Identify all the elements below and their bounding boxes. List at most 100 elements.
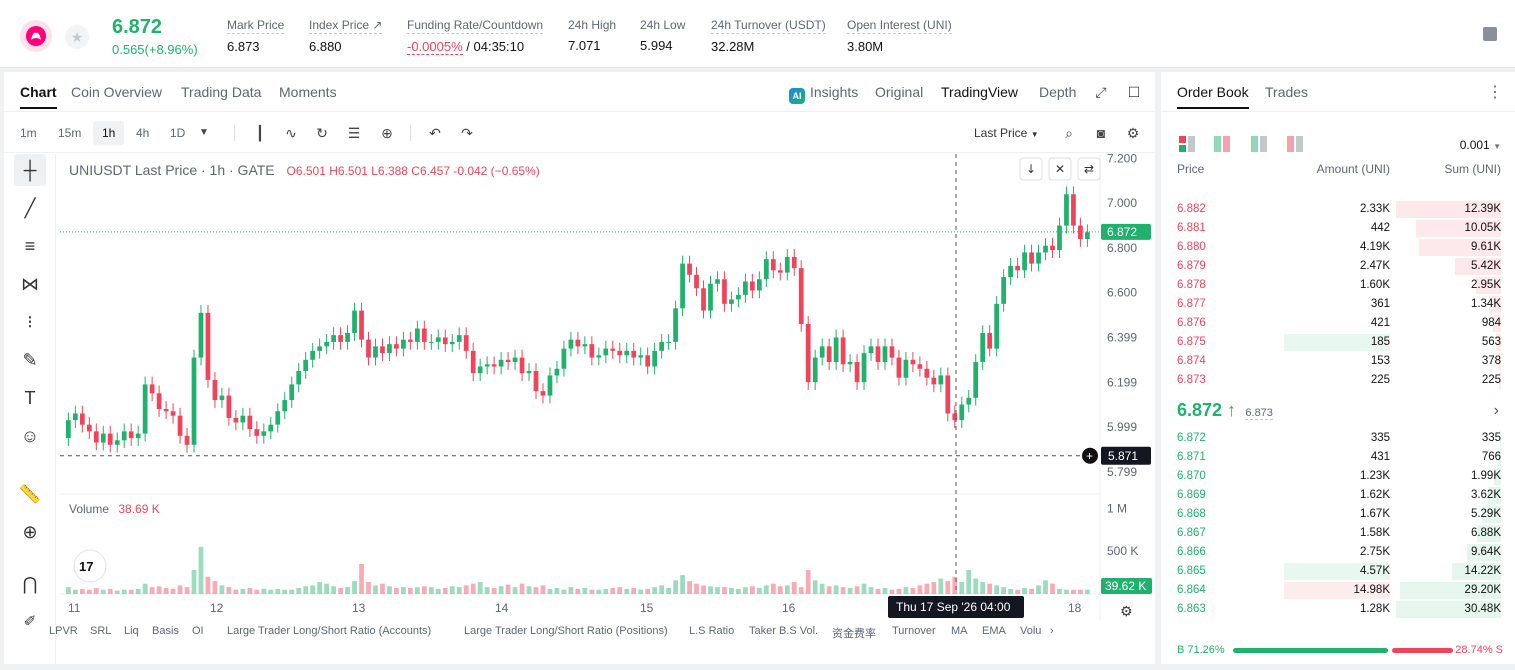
bid-row[interactable]: 6.863 1.28K 30.48K bbox=[1161, 600, 1515, 619]
indicator-lt-accounts[interactable]: Large Trader Long/Short Ratio (Accounts) bbox=[227, 625, 432, 637]
tab-trades[interactable]: Trades bbox=[1265, 84, 1309, 100]
brush-icon[interactable]: ✎ bbox=[22, 350, 38, 370]
ask-row[interactable]: 6.875 185 563 bbox=[1161, 333, 1515, 352]
bid-row[interactable]: 6.867 1.58K 6.88K bbox=[1161, 524, 1515, 543]
chevron-down-icon[interactable]: ▼ bbox=[199, 127, 209, 138]
book-icon[interactable] bbox=[1483, 27, 1497, 41]
indicator-lpvr[interactable]: LPVR bbox=[49, 625, 78, 637]
layout-split-icon[interactable] bbox=[1214, 136, 1230, 155]
crosshair-icon[interactable]: ┼ bbox=[14, 154, 46, 186]
indicator-turnover[interactable]: Turnover bbox=[892, 625, 936, 637]
layout-both-icon[interactable] bbox=[1179, 136, 1195, 155]
add-alert-icon[interactable]: ⊕ bbox=[381, 125, 393, 141]
indicator-funding[interactable]: 资金费率 bbox=[832, 628, 876, 640]
indicator-taker-bs[interactable]: Taker B.S Vol. bbox=[749, 625, 819, 637]
precision-select[interactable]: 0.001 ▼ bbox=[1460, 138, 1501, 152]
candle bbox=[868, 346, 874, 354]
pattern-icon[interactable]: ⋈ bbox=[21, 274, 39, 294]
magnet-icon[interactable]: ⋂ bbox=[22, 574, 38, 594]
ruler-icon[interactable]: 📏 bbox=[18, 484, 42, 504]
bid-row[interactable]: 6.871 431 766 bbox=[1161, 448, 1515, 467]
volume-bar bbox=[875, 588, 881, 594]
indicator-volume[interactable]: Volu bbox=[1020, 625, 1042, 637]
gear-icon[interactable]: ⚙ bbox=[1126, 125, 1140, 141]
bid-row[interactable]: 6.869 1.62K 3.62K bbox=[1161, 486, 1515, 505]
timeframe-1d[interactable]: 1D bbox=[170, 126, 186, 140]
tab-coin-overview[interactable]: Coin Overview bbox=[71, 84, 163, 100]
bid-row[interactable]: 6.868 1.67K 5.29K bbox=[1161, 505, 1515, 524]
chevron-right-icon[interactable]: › bbox=[1050, 625, 1054, 637]
chevron-right-icon[interactable]: › bbox=[1493, 402, 1499, 419]
fib-icon[interactable]: ⁝ bbox=[27, 312, 33, 332]
emoji-icon[interactable]: ☺ bbox=[20, 426, 40, 446]
ask-row[interactable]: 6.878 1.60K 2.95K bbox=[1161, 276, 1515, 295]
price-type-select[interactable]: Last Price ▼ bbox=[974, 126, 1039, 140]
layout-bids-icon[interactable] bbox=[1251, 136, 1267, 155]
tab-chart[interactable]: Chart bbox=[20, 84, 57, 109]
stat-label[interactable]: Open Interest (UNI) bbox=[847, 18, 952, 34]
price-type-label: Last Price bbox=[974, 126, 1028, 140]
indicator-ma[interactable]: MA bbox=[951, 625, 968, 637]
indicators-icon[interactable]: ∿ bbox=[285, 125, 297, 141]
bid-row[interactable]: 6.870 1.23K 1.99K bbox=[1161, 467, 1515, 486]
collapse-icon[interactable] bbox=[1048, 157, 1072, 181]
crosshair-plus-icon[interactable] bbox=[1082, 447, 1098, 464]
indicator-oi[interactable]: OI bbox=[192, 625, 204, 637]
timeframe-1h[interactable]: 1h bbox=[93, 121, 125, 145]
trend-line-icon[interactable]: ╱ bbox=[24, 198, 36, 218]
zoom-in-icon[interactable]: ⊕ bbox=[22, 522, 38, 542]
bid-row[interactable]: 6.866 2.75K 9.64K bbox=[1161, 543, 1515, 562]
ask-row[interactable]: 6.873 225 225 bbox=[1161, 371, 1515, 390]
tab-moments[interactable]: Moments bbox=[279, 84, 337, 100]
timeframe-15m[interactable]: 15m bbox=[58, 126, 82, 140]
stat-label[interactable]: Mark Price bbox=[227, 18, 285, 34]
ask-row[interactable]: 6.879 2.47K 5.42K bbox=[1161, 257, 1515, 276]
templates-icon[interactable]: ☰ bbox=[347, 125, 361, 141]
bid-row[interactable]: 6.865 4.57K 14.22K bbox=[1161, 562, 1515, 581]
text-icon[interactable]: T bbox=[24, 388, 36, 408]
indicator-liq[interactable]: Liq bbox=[124, 625, 139, 637]
bid-row[interactable]: 6.864 14.98K 29.20K bbox=[1161, 581, 1515, 600]
bid-row[interactable]: 6.872 335 335 bbox=[1161, 429, 1515, 448]
search-icon[interactable]: ⌕ bbox=[1065, 125, 1073, 141]
indicator-ls-ratio[interactable]: L.S Ratio bbox=[689, 625, 735, 637]
replay-icon[interactable]: ↻ bbox=[316, 125, 328, 141]
horizontal-lines-icon[interactable]: ≡ bbox=[24, 236, 36, 256]
view-depth[interactable]: Depth bbox=[1039, 84, 1077, 100]
camera-icon[interactable]: ◙ bbox=[1096, 125, 1106, 141]
ask-row[interactable]: 6.876 421 984 bbox=[1161, 314, 1515, 333]
ask-row[interactable]: 6.877 361 1.34K bbox=[1161, 295, 1515, 314]
ask-row[interactable]: 6.882 2.33K 12.39K bbox=[1161, 200, 1515, 219]
candles-icon[interactable]: ┃ bbox=[255, 125, 265, 141]
layout-asks-icon[interactable] bbox=[1287, 136, 1303, 155]
stat-label[interactable]: Funding Rate/Countdown bbox=[407, 18, 544, 34]
price-chart[interactable]: 7.200 7.000 6.800 6.600 6.399 6.199 5.999 5.799… bbox=[60, 154, 1152, 620]
window-icon[interactable]: ☐ bbox=[1127, 84, 1141, 100]
indicator-ema[interactable]: EMA bbox=[982, 625, 1006, 637]
pencil-icon[interactable]: ✐ bbox=[23, 613, 37, 630]
favorite-star-icon[interactable]: ★ bbox=[65, 25, 89, 49]
tab-trading-data[interactable]: Trading Data bbox=[181, 84, 262, 100]
timeframe-1m[interactable]: 1m bbox=[20, 126, 37, 140]
indicator-lt-positions[interactable]: Large Trader Long/Short Ratio (Positions… bbox=[464, 625, 668, 637]
view-insights[interactable]: AI Insights bbox=[789, 84, 858, 104]
expand-icon[interactable]: ⤢ bbox=[1095, 84, 1107, 100]
more-icon[interactable]: ⋮ bbox=[1487, 84, 1503, 101]
timeframe-4h[interactable]: 4h bbox=[136, 126, 150, 140]
indicator-basis[interactable]: Basis bbox=[152, 625, 179, 637]
ask-row[interactable]: 6.881 442 10.05K bbox=[1161, 219, 1515, 238]
redo-icon[interactable]: ↷ bbox=[461, 125, 473, 141]
stat-label[interactable]: Index Price ↗ bbox=[309, 18, 383, 34]
view-tradingview[interactable]: TradingView bbox=[941, 84, 1019, 100]
ask-row[interactable]: 6.874 153 378 bbox=[1161, 352, 1515, 371]
undo-icon[interactable]: ↶ bbox=[429, 125, 441, 141]
scroll-down-icon[interactable] bbox=[1019, 157, 1043, 181]
depth-bar bbox=[1476, 525, 1501, 542]
indicator-srl[interactable]: SRL bbox=[90, 625, 112, 637]
axis-settings-icon[interactable]: ⚙ bbox=[1120, 604, 1133, 620]
ask-row[interactable]: 6.880 4.19K 9.61K bbox=[1161, 238, 1515, 257]
stat-label[interactable]: 24h Turnover (USDT) bbox=[711, 18, 826, 34]
swap-icon[interactable] bbox=[1077, 157, 1101, 181]
view-original[interactable]: Original bbox=[875, 84, 924, 100]
tab-order-book[interactable]: Order Book bbox=[1177, 84, 1249, 109]
